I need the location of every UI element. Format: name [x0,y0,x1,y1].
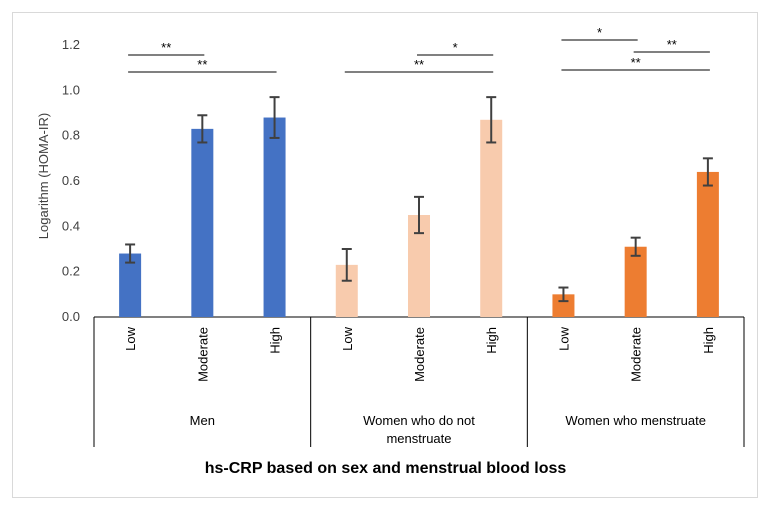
category-label: Low [123,326,138,350]
y-tick-label: 0.8 [62,128,80,143]
significance-label: ** [667,37,677,52]
category-label: Low [556,326,571,350]
y-tick-label: 1.0 [62,82,80,97]
bar-high [263,117,286,318]
bar-low [335,264,358,317]
bar-moderate [408,215,430,317]
y-tick-label: 0.0 [62,309,80,324]
chart-frame [12,12,758,498]
group-label: Women who menstruate [565,413,706,428]
y-tick-label: 0.6 [62,173,80,188]
y-axis-label: Logarithm (HOMA-IR) [36,113,51,239]
bar-low [552,294,575,317]
bar-high [696,171,719,317]
bar-high [480,119,503,317]
y-tick-label: 0.4 [62,218,80,233]
category-label: High [484,327,499,354]
chart-title: hs-CRP based on sex and menstrual blood … [204,460,567,477]
significance-label: * [597,25,602,40]
significance-label: * [453,40,458,55]
bar-low [119,253,142,317]
category-label: Low [340,326,355,350]
category-label: High [701,327,716,354]
y-tick-label: 1.2 [62,37,80,52]
group-label: Men [190,413,215,428]
significance-label: ** [414,57,424,72]
group-label: menstruate [386,431,451,446]
significance-label: ** [161,40,171,55]
significance-label: ** [631,55,641,70]
category-label: High [268,327,283,354]
significance-label: ** [197,57,207,72]
category-label: Moderate [195,327,210,382]
category-label: Moderate [412,327,427,382]
category-label: Moderate [629,327,644,382]
y-tick-label: 0.2 [62,264,80,279]
bar-moderate [624,246,647,317]
bar-moderate [191,128,214,317]
group-label: Women who do not [363,413,475,428]
